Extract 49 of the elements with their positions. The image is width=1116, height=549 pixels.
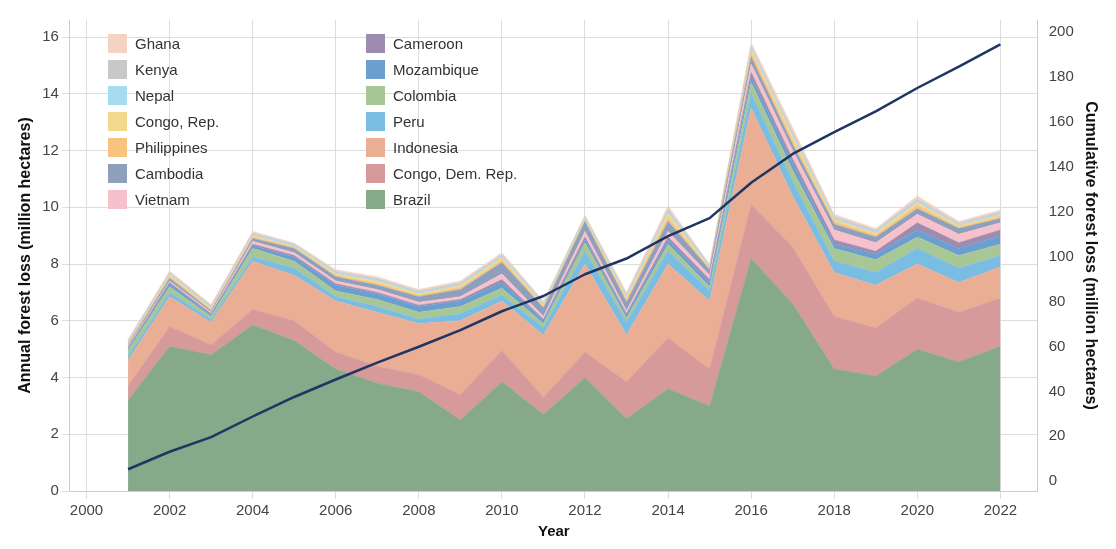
y-tick-label: 0 bbox=[50, 481, 59, 499]
x-tick-label: 2002 bbox=[152, 501, 187, 519]
legend-label: Congo, Rep. bbox=[135, 112, 220, 130]
y2-tick-label: 180 bbox=[1048, 67, 1074, 85]
x-tick-label: 2014 bbox=[651, 501, 685, 519]
y2-tick-label: 120 bbox=[1048, 202, 1074, 219]
y-tick-label: 8 bbox=[50, 254, 59, 272]
legend-label: Nepal bbox=[135, 86, 175, 104]
x-tick-label: 2018 bbox=[817, 501, 851, 519]
legend-label: Peru bbox=[393, 112, 425, 130]
legend-label: Brazil bbox=[393, 190, 431, 208]
y2-tick-label: 60 bbox=[1048, 336, 1066, 354]
y-tick-label: 10 bbox=[42, 197, 59, 215]
x-tick-label: 2016 bbox=[734, 501, 768, 519]
legend-label: Congo, Dem. Rep. bbox=[393, 164, 518, 182]
legend-label: Kenya bbox=[135, 60, 178, 78]
legend-label: Cambodia bbox=[135, 164, 204, 182]
x-tick-label: 2006 bbox=[319, 501, 353, 519]
x-axis-title: Year bbox=[537, 522, 570, 540]
y2-tick-label: 40 bbox=[1048, 381, 1066, 399]
legend-label: Cameroon bbox=[393, 34, 464, 52]
y2-tick-label: 0 bbox=[1048, 471, 1058, 489]
y2-tick-label: 140 bbox=[1048, 157, 1074, 175]
y2-tick-label: 20 bbox=[1048, 426, 1066, 444]
x-tick-label: 2012 bbox=[568, 501, 602, 519]
y-tick-label: 12 bbox=[42, 140, 59, 158]
y2-tick-label: 100 bbox=[1048, 246, 1074, 264]
y-tick-label: 2 bbox=[50, 424, 59, 442]
legend-label: Vietnam bbox=[135, 190, 190, 208]
y2-tick-label: 200 bbox=[1048, 22, 1074, 40]
legend-label: Indonesia bbox=[393, 138, 459, 156]
x-tick-label: 2020 bbox=[900, 501, 934, 519]
y-tick-label: 16 bbox=[42, 27, 59, 45]
legend-label: Colombia bbox=[393, 86, 457, 104]
y2-tick-label: 160 bbox=[1048, 112, 1074, 130]
legend-label: Ghana bbox=[135, 34, 181, 52]
y2-axis-title: Cumulative forest loss (million hectares) bbox=[1082, 101, 1100, 410]
legend-label: Mozambique bbox=[393, 60, 479, 78]
x-tick-label: 2000 bbox=[69, 501, 104, 519]
y-axis-title: Annual forest loss (million hectares) bbox=[16, 117, 34, 394]
y-tick-label: 6 bbox=[50, 310, 59, 328]
x-tick-label: 2022 bbox=[983, 501, 1018, 519]
x-tick-label: 2010 bbox=[485, 501, 519, 519]
x-tick-label: 2004 bbox=[235, 501, 270, 519]
y2-tick-label: 80 bbox=[1048, 291, 1066, 309]
y-tick-label: 14 bbox=[42, 83, 59, 101]
x-tick-label: 2008 bbox=[402, 501, 436, 519]
legend-label: Philippines bbox=[135, 138, 208, 156]
y-tick-label: 4 bbox=[50, 367, 59, 385]
